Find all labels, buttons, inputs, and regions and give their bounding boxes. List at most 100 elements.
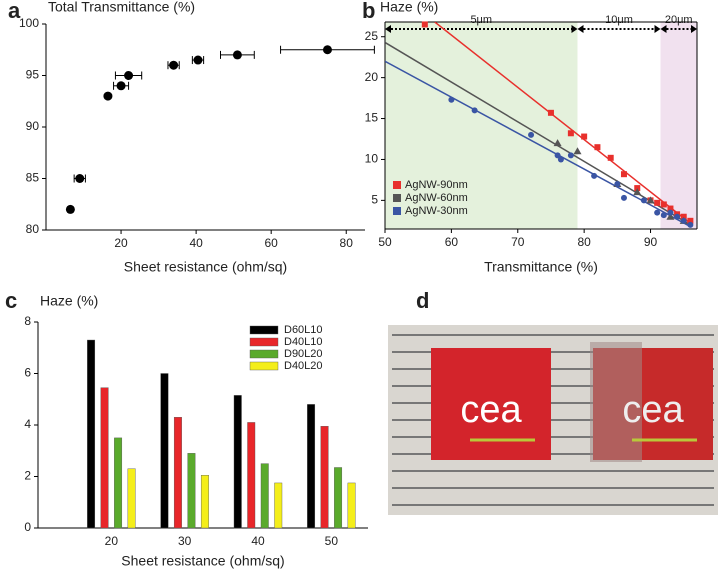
legend-swatch [393,207,401,215]
panel-label: c [5,288,17,313]
photo: cea cea [388,325,718,515]
point [471,107,478,114]
x-tick-label: 40 [189,236,203,250]
legend-swatch [393,194,401,202]
y-tick-label: 90 [26,119,40,133]
y-tick-label: 6 [24,366,31,380]
point [232,50,242,60]
panel-label: b [362,0,375,23]
logo: cea [622,389,684,431]
y-tick-label: 100 [19,16,39,30]
point [193,55,203,65]
bar [233,395,242,529]
bar [200,475,209,529]
point [573,147,582,155]
point [322,45,332,55]
bar [87,339,96,529]
y-tick-label: 80 [26,222,40,236]
point [554,152,561,159]
y-tick-label: 20 [365,70,379,84]
x-tick-label: 20 [114,236,128,250]
x-axis-label: Transmittance (%) [484,259,598,275]
point [116,81,126,91]
x-axis-label: Sheet resistance (ohm/sq) [121,553,284,569]
bar [307,404,316,529]
chart-title: Haze (%) [40,293,98,309]
x-tick-label: 50 [325,534,339,548]
legend-label: D90L20 [284,348,323,360]
arrow-head [577,25,584,33]
legend-swatch [249,361,279,371]
point [660,201,667,208]
point [680,217,687,224]
region-label: 10μm [605,14,633,26]
x-tick-label: 50 [378,235,392,249]
point [620,171,627,178]
panel-label: d [416,288,429,313]
bar [320,426,329,529]
bar [274,482,283,529]
y-tick-label: 4 [24,417,31,431]
bar [173,417,182,529]
arrow-head [660,25,667,33]
point [667,205,674,212]
point [594,144,601,151]
point [421,21,428,28]
region [577,22,661,229]
x-tick-label: 30 [178,534,192,548]
x-tick-label: 60 [264,236,278,250]
fit-line [434,22,691,224]
point [557,156,564,163]
legend-label: D60L10 [284,324,323,336]
arrow-head [571,25,578,33]
x-tick-label: 80 [340,236,354,250]
region [660,22,697,229]
x-tick-label: 20 [105,534,119,548]
y-tick-label: 95 [26,68,40,82]
y-tick-label: 8 [24,314,31,328]
point [103,91,113,101]
point [640,197,647,204]
bar [100,387,109,529]
arrow-head [385,25,391,33]
point [553,139,562,147]
point [666,212,675,220]
y-tick-label: 5 [371,193,378,207]
point [614,181,621,187]
point [607,154,614,161]
y-tick-label: 2 [24,469,31,483]
point [448,96,455,103]
point [667,209,674,216]
chart-title: Haze (%) [380,0,438,15]
chart-title: Total Transmittance (%) [48,0,195,15]
legend-label: AgNW-30nm [405,205,468,217]
legend-label: AgNW-90nm [405,179,468,191]
region-label: 20μm [665,14,693,26]
legend-label: D40L20 [284,360,323,372]
legend-swatch [249,337,279,347]
arrow-head [691,25,697,33]
legend-swatch [393,181,401,189]
point [65,204,75,214]
bar [247,422,256,529]
y-tick-label: 85 [26,171,40,185]
point [620,194,627,201]
legend-swatch [249,325,279,335]
region [385,22,578,229]
x-tick-label: 90 [644,235,658,249]
point [567,130,574,137]
logo: cea [460,389,522,431]
point [581,133,588,140]
point [634,185,641,192]
point [660,212,667,219]
point [687,221,694,228]
point [654,199,661,206]
film [590,342,642,462]
bar [334,467,343,529]
point [547,109,554,116]
point [75,174,85,183]
x-axis-label: Sheet resistance (ohm/sq) [124,259,287,275]
arrow-head [654,25,661,33]
point [674,213,681,220]
point [633,188,642,196]
